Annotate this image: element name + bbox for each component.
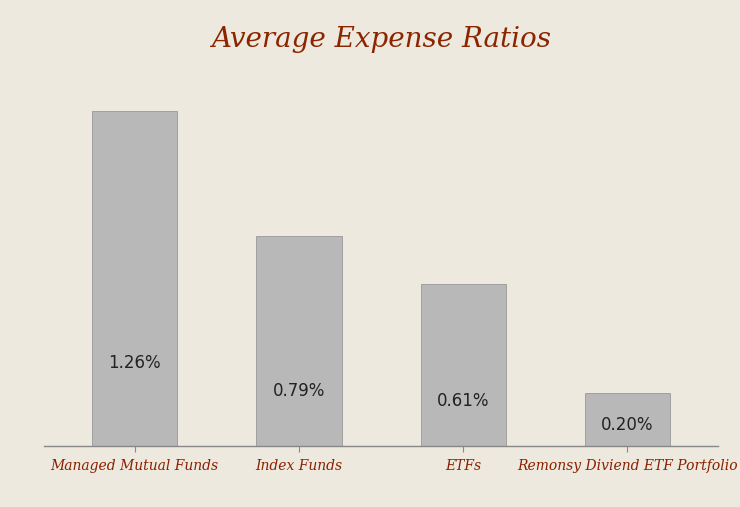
Text: 0.61%: 0.61%	[437, 392, 489, 411]
Text: 1.26%: 1.26%	[109, 354, 161, 373]
Bar	[92, 112, 178, 446]
Bar	[420, 284, 506, 446]
Text: 0.79%: 0.79%	[273, 382, 325, 400]
Title: Average Expense Ratios: Average Expense Ratios	[211, 26, 551, 53]
Bar	[256, 236, 342, 446]
Bar	[585, 393, 670, 446]
Text: 0.20%: 0.20%	[601, 416, 653, 434]
